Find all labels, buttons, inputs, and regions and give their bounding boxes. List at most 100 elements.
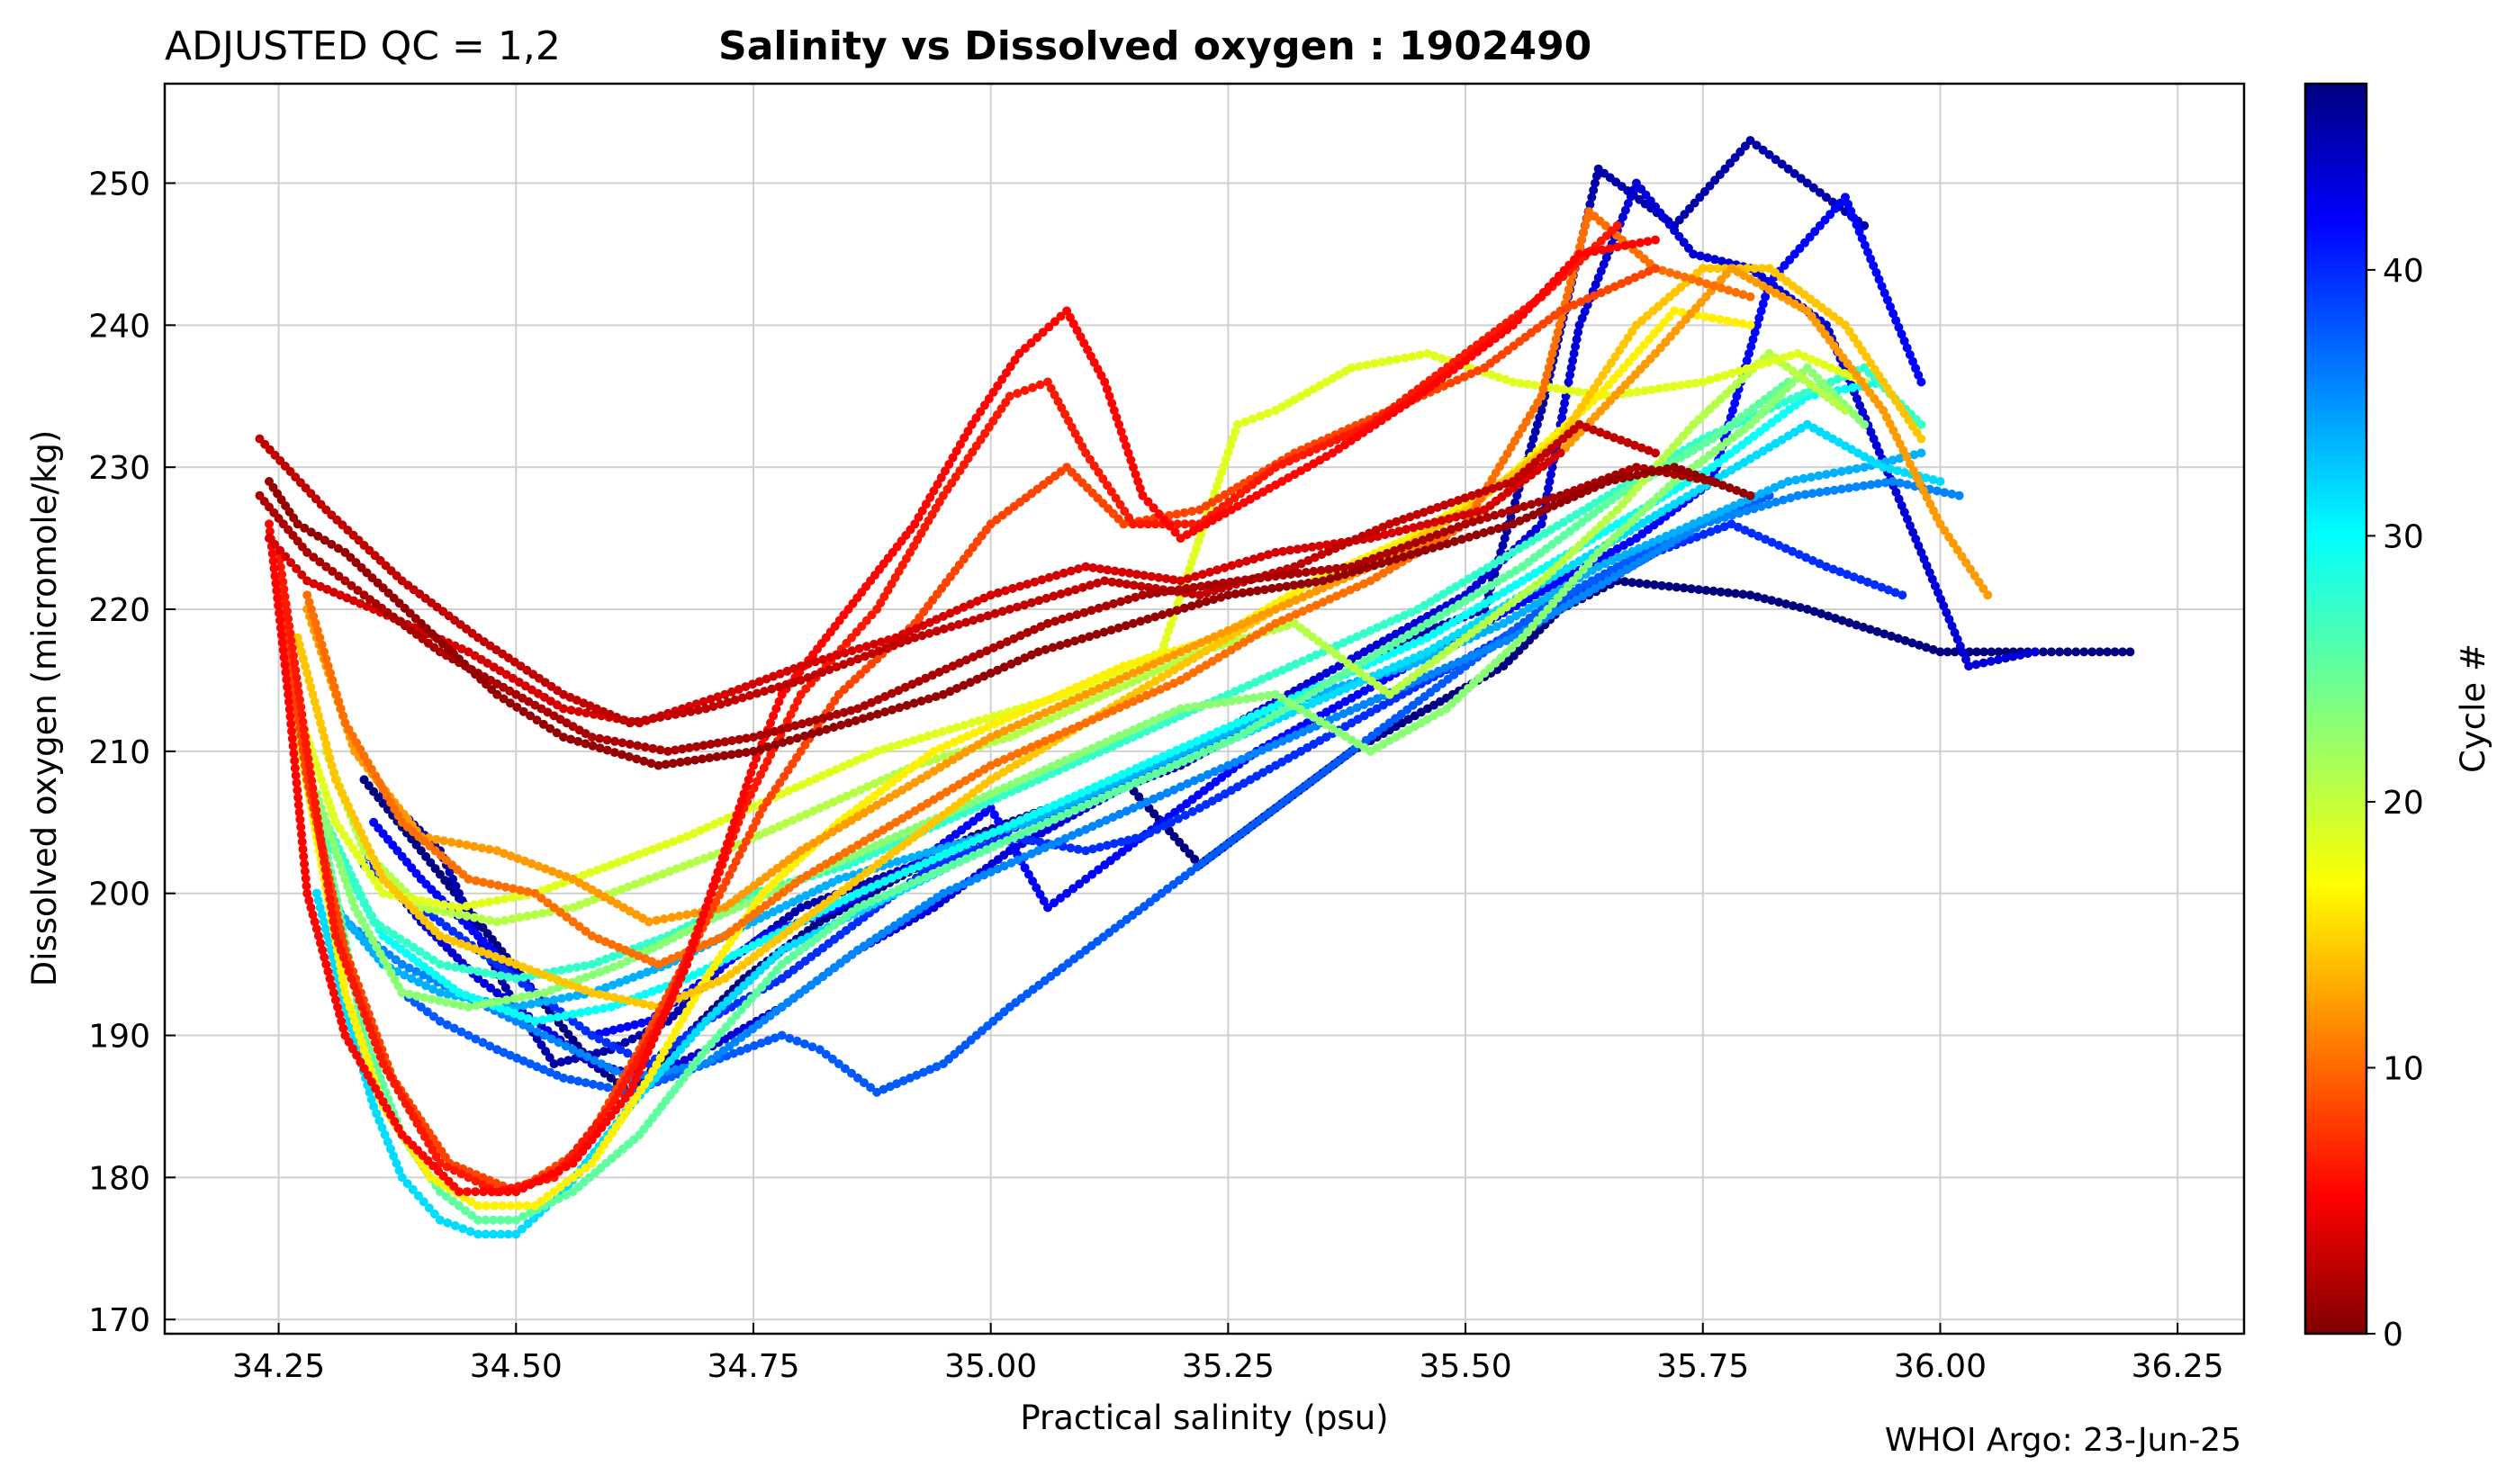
data-point <box>803 900 813 910</box>
data-point <box>623 1021 633 1031</box>
data-point <box>1081 846 1091 856</box>
data-point <box>1708 313 1717 323</box>
data-point <box>518 1001 528 1011</box>
data-point <box>1167 817 1176 827</box>
data-point <box>1898 590 1907 600</box>
data-point <box>1062 888 1072 898</box>
data-point <box>1532 419 1542 429</box>
data-point <box>484 897 494 907</box>
data-point <box>2118 647 2127 657</box>
data-point <box>2071 647 2081 657</box>
data-point <box>1897 329 1907 339</box>
data-point <box>1094 865 1104 875</box>
data-point <box>1073 844 1083 854</box>
data-point <box>573 1076 583 1086</box>
data-point <box>1573 328 1583 337</box>
data-point <box>1869 261 1879 271</box>
data-point <box>1922 561 1932 571</box>
data-point <box>1886 301 1895 311</box>
data-point <box>1713 525 1723 534</box>
data-point <box>1846 206 1856 216</box>
data-point <box>659 914 669 924</box>
data-point <box>1717 256 1726 266</box>
data-point <box>674 911 684 921</box>
data-point <box>446 837 456 847</box>
data-point <box>1746 342 1756 351</box>
data-point <box>1983 590 1993 600</box>
data-point <box>1601 253 1611 263</box>
data-point <box>485 1041 495 1051</box>
data-point <box>1859 622 1868 632</box>
data-point <box>591 1048 601 1058</box>
data-point <box>1877 582 1887 592</box>
data-point <box>1415 350 1425 360</box>
data-point <box>462 841 472 850</box>
data-point <box>1893 634 1903 643</box>
data-point <box>451 881 461 891</box>
data-point <box>1789 601 1798 611</box>
data-point <box>472 1001 481 1011</box>
data-point <box>464 1030 473 1040</box>
data-point <box>1075 879 1085 889</box>
data-point <box>1686 584 1696 594</box>
data-point <box>2008 652 2018 661</box>
data-point <box>1852 620 1861 630</box>
data-point <box>479 999 489 1009</box>
data-point <box>1821 470 1831 480</box>
data-point <box>680 1056 690 1066</box>
data-point <box>1068 884 1078 894</box>
data-point <box>477 843 487 853</box>
data-point <box>2030 647 2040 657</box>
data-point <box>581 1026 590 1036</box>
data-point <box>1871 267 1881 277</box>
data-point <box>1889 309 1898 319</box>
data-point <box>1738 319 1748 328</box>
data-point <box>480 978 490 988</box>
data-point <box>1841 193 1850 202</box>
data-point <box>1159 821 1169 831</box>
data-point <box>1566 363 1576 373</box>
data-point <box>1852 463 1861 473</box>
data-point <box>1854 227 1864 237</box>
data-point <box>1879 629 1889 639</box>
data-point <box>530 910 540 920</box>
data-point <box>439 836 449 846</box>
data-point <box>1152 824 1162 834</box>
data-point <box>728 1048 738 1058</box>
data-point <box>1710 255 1719 265</box>
data-point <box>443 961 453 971</box>
data-point <box>1767 537 1777 547</box>
data-point <box>1498 541 1508 550</box>
data-point <box>1829 468 1839 478</box>
data-point <box>435 959 445 969</box>
data-point <box>588 1079 598 1089</box>
data-point <box>1131 833 1140 843</box>
data-point <box>1642 580 1652 589</box>
data-point <box>2110 647 2120 657</box>
data-point <box>608 1025 618 1035</box>
data-point <box>1994 647 2004 657</box>
data-point <box>1568 355 1578 365</box>
data-point <box>478 1038 488 1048</box>
data-point <box>456 1027 466 1037</box>
data-point <box>1943 647 1952 657</box>
data-point <box>1824 611 1834 621</box>
data-point <box>1180 810 1190 820</box>
data-point <box>1750 328 1760 337</box>
data-point <box>1109 839 1119 849</box>
data-point <box>690 908 699 918</box>
data-point <box>1964 661 1974 671</box>
data-point <box>449 1023 459 1033</box>
data-point <box>1557 412 1567 422</box>
data-point <box>435 917 445 927</box>
data-point <box>1848 382 1858 392</box>
data-point <box>2125 647 2135 657</box>
data-point <box>1758 299 1768 309</box>
data-point <box>667 913 677 922</box>
data-point <box>515 913 525 922</box>
data-point <box>1916 434 1926 444</box>
data-point <box>1753 531 1763 541</box>
data-point <box>1740 526 1750 535</box>
data-point <box>443 1218 453 1228</box>
